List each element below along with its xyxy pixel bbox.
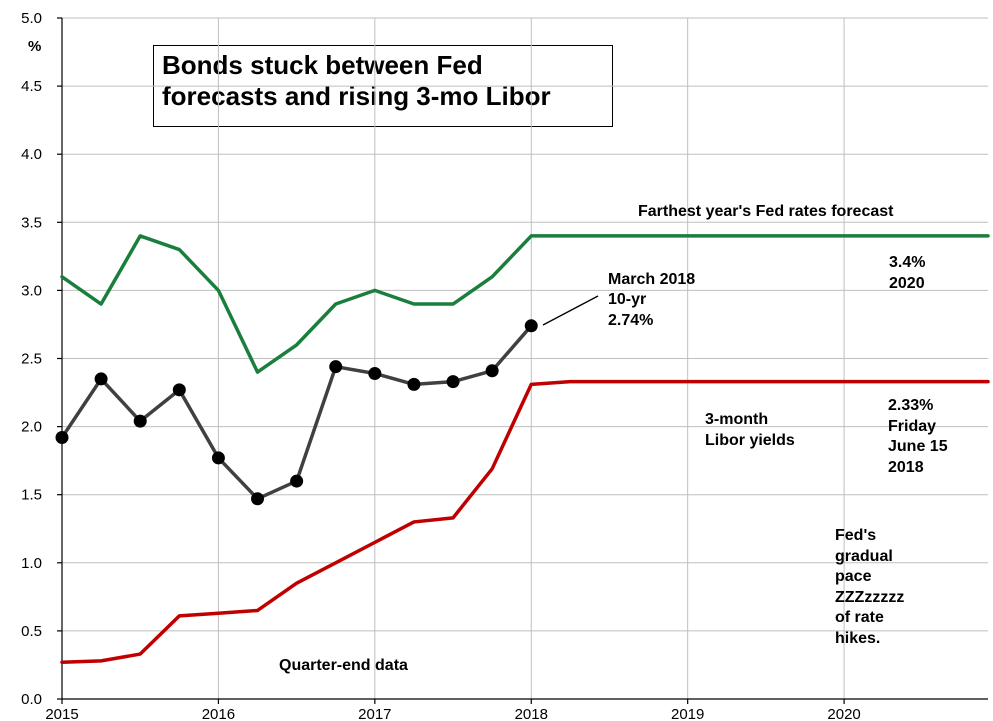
y-tick-label: 0.5 <box>21 623 42 640</box>
tick-labels: 0.0 0.5 1.0 1.5 2.0 2.5 3.0 3.5 4.0 4.5 5.0 2015 201… <box>21 10 861 721</box>
fed-pace-note: Fed's gradual pace ZZZzzzzz of rate hike… <box>835 527 904 647</box>
data-point <box>133 414 147 428</box>
quarter-end-note: Quarter-end data <box>279 657 408 674</box>
data-point <box>329 360 343 374</box>
y-tick-label: 3.5 <box>21 214 42 231</box>
fed-pace-line-2: gradual <box>835 548 893 565</box>
x-tick-label: 2016 <box>202 706 235 721</box>
y-axis-unit-label: % <box>28 38 41 55</box>
y-tick-label: 4.0 <box>21 146 42 163</box>
fed-forecast-end-label: 3.4% 2020 <box>889 254 925 292</box>
libor-label-line-1: 3-month <box>705 411 768 428</box>
data-point <box>446 375 460 389</box>
tenyr-callout-series: 10-yr <box>608 291 646 308</box>
data-point <box>55 430 69 444</box>
fed-pace-line-4: ZZZzzzzz <box>835 589 904 606</box>
series-line-1 <box>60 324 534 501</box>
x-tick-label: 2020 <box>827 706 860 721</box>
libor-end-date: June 15 <box>888 438 948 455</box>
data-point <box>485 364 499 378</box>
libor-end-label: 2.33% Friday June 15 2018 <box>888 397 948 476</box>
y-tick-label: 5.0 <box>21 10 42 27</box>
fed-pace-line-6: hikes. <box>835 630 880 647</box>
x-tick-label: 2019 <box>671 706 704 721</box>
grid-lines <box>57 17 988 704</box>
libor-end-year: 2018 <box>888 459 924 476</box>
data-point <box>368 366 382 380</box>
y-tick-label: 1.0 <box>21 555 42 572</box>
y-tick-label: 2.5 <box>21 351 42 368</box>
series-line-2 <box>60 379 990 664</box>
tenyr-callout-label: March 2018 10-yr 2.74% <box>608 271 695 329</box>
y-tick-label: 2.0 <box>21 419 42 436</box>
fed-end-value: 3.4% <box>889 254 925 271</box>
x-tick-label: 2017 <box>358 706 391 721</box>
tenyr-callout-date: March 2018 <box>608 271 695 288</box>
data-point <box>172 383 186 397</box>
series-lines <box>55 234 990 664</box>
series-line-0 <box>60 234 990 374</box>
data-point <box>251 492 265 506</box>
libor-end-value: 2.33% <box>888 397 933 414</box>
data-point <box>290 474 304 488</box>
y-tick-label: 1.5 <box>21 487 42 504</box>
data-point <box>407 377 421 391</box>
fed-forecast-label: Farthest year's Fed rates forecast <box>638 203 894 220</box>
libor-label: 3-month Libor yields <box>705 411 795 449</box>
data-point <box>94 372 108 386</box>
tenyr-callout-value: 2.74% <box>608 312 653 329</box>
fed-pace-line-5: of rate <box>835 609 884 626</box>
chart-title-line-1: Bonds stuck between Fed <box>162 50 483 80</box>
libor-label-line-2: Libor yields <box>705 432 795 449</box>
y-tick-label: 4.5 <box>21 78 42 95</box>
x-tick-label: 2015 <box>45 706 78 721</box>
data-point <box>211 451 225 465</box>
tenyr-callout-line <box>542 295 599 326</box>
libor-end-day: Friday <box>888 418 936 435</box>
fed-end-year: 2020 <box>889 275 925 292</box>
fed-pace-line-3: pace <box>835 568 872 585</box>
y-tick-label: 3.0 <box>21 282 42 299</box>
x-tick-label: 2018 <box>515 706 548 721</box>
axes <box>61 18 988 700</box>
fed-pace-line-1: Fed's <box>835 527 876 544</box>
data-point <box>524 319 538 333</box>
y-tick-label: 0.0 <box>21 691 42 708</box>
